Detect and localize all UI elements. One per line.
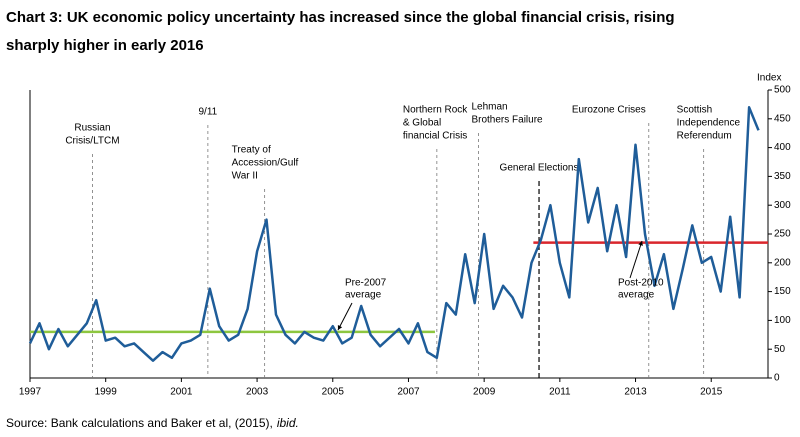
x-tick-label: 2007 — [397, 387, 420, 398]
average-label: average — [618, 290, 655, 301]
annotation-label: financial Crisis — [403, 131, 467, 142]
y-tick-label: 450 — [774, 113, 791, 124]
annotation-label: Lehman — [471, 102, 507, 113]
x-tick-label: 1997 — [19, 387, 42, 398]
annotation-label: Independence — [677, 118, 741, 129]
annotation-label: & Global — [403, 118, 441, 129]
chart-title: sharply higher in early 2016 — [6, 37, 204, 54]
x-tick-label: 2003 — [246, 387, 269, 398]
y-tick-label: 0 — [774, 373, 780, 384]
average-label: Post-2010 — [618, 278, 664, 289]
average-label: Pre-2007 — [345, 278, 387, 289]
y-tick-label: 50 — [774, 344, 786, 355]
arrow-head — [638, 241, 643, 246]
average-label: average — [345, 290, 382, 301]
annotation-label: Eurozone Crises — [572, 105, 646, 116]
annotation-label: Brothers Failure — [471, 115, 543, 126]
x-tick-label: 1999 — [95, 387, 118, 398]
arrow — [337, 302, 353, 331]
arrow — [629, 240, 643, 279]
arrow-head — [337, 325, 343, 330]
source-text: ibid. — [277, 416, 299, 430]
annotation-label: Referendum — [677, 131, 732, 142]
source-text: Source: Bank calculations and Baker et a… — [6, 416, 273, 430]
y-tick-label: 200 — [774, 257, 791, 268]
x-tick-label: 2013 — [624, 387, 647, 398]
y-tick-label: 500 — [774, 85, 791, 96]
x-tick-label: 2015 — [700, 387, 723, 398]
annotation-label: 9/11 — [199, 107, 218, 118]
y-tick-label: 300 — [774, 200, 791, 211]
annotation-label: Russian — [74, 123, 110, 134]
annotation-label: Accession/Gulf — [232, 158, 299, 169]
series-line — [28, 106, 760, 362]
x-tick-label: 2005 — [322, 387, 345, 398]
x-tick-label: 2009 — [473, 387, 496, 398]
y-tick-label: 150 — [774, 286, 791, 297]
annotation-label: Treaty of — [232, 145, 271, 156]
annotation-label: General Elections — [500, 163, 579, 174]
y-tick-label: 100 — [774, 315, 791, 326]
annotation-label: Scottish — [677, 105, 713, 116]
annotation-label: War II — [232, 171, 258, 182]
annotation-label: Crisis/LTCM — [65, 136, 119, 147]
y-tick-label: 250 — [774, 229, 791, 240]
annotation-label: Northern Rock — [403, 105, 468, 116]
y-axis-label: Index — [757, 73, 781, 84]
y-tick-label: 350 — [774, 171, 791, 182]
source: Source: Bank calculations and Baker et a… — [6, 416, 299, 430]
chart-title: Chart 3: UK economic policy uncertainty … — [6, 9, 675, 26]
y-tick-label: 400 — [774, 142, 791, 153]
x-tick-label: 2011 — [549, 387, 571, 398]
x-tick-label: 2001 — [170, 387, 193, 398]
